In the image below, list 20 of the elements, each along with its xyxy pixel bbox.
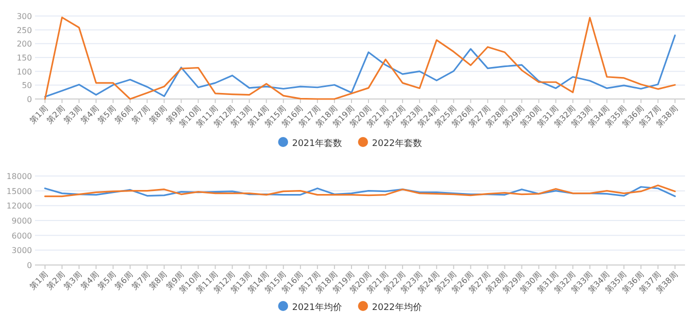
y-tick-label: 200 (16, 40, 32, 49)
legend-label: 2022年套数 (372, 138, 422, 149)
y-tick-label: 15000 (6, 186, 32, 196)
y-tick-label: 50 (22, 81, 32, 90)
line-series (44, 16, 676, 100)
legend-label: 2021年均价 (292, 302, 342, 313)
y-tick-label: 12000 (6, 202, 32, 211)
y-tick-label: 6000 (12, 231, 32, 240)
y-tick-label: 0 (26, 95, 32, 104)
y-tick-label: 100 (16, 67, 32, 76)
y-tick-label: 250 (16, 26, 32, 35)
y-tick-label: 300 (16, 12, 32, 21)
legend-label: 2021年套数 (292, 138, 342, 149)
y-tick-label: 18000 (6, 172, 32, 181)
y-tick-label: 3000 (12, 246, 32, 256)
legend-label: 2022年均价 (372, 302, 422, 313)
line-series (44, 34, 676, 98)
y-tick-label: 150 (16, 54, 32, 62)
y-tick-label: 0 (26, 261, 32, 270)
y-tick-label: 9000 (12, 216, 32, 226)
